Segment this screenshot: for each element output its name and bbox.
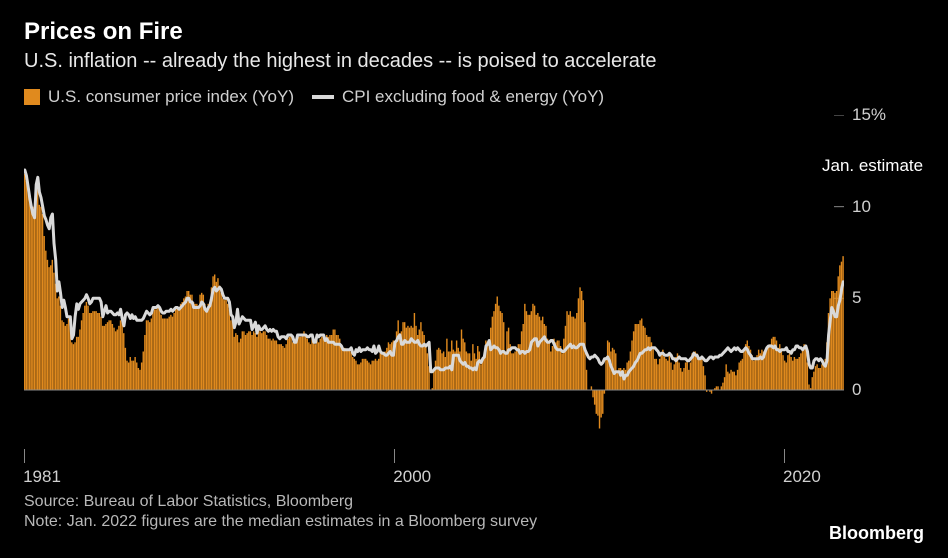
chart-card: Prices on Fire U.S. inflation -- already… [0, 0, 948, 558]
chart-plot: 051015%Jan. estimate [24, 115, 924, 445]
legend-swatch-line [312, 95, 334, 99]
brand-logo: Bloomberg [829, 523, 924, 544]
y-tick-label: 15% [852, 105, 886, 125]
legend-item-core: CPI excluding food & energy (YoY) [312, 87, 604, 107]
legend-swatch-bar [24, 89, 40, 105]
x-tick-label: 1981 [23, 467, 61, 487]
chart-subtitle: U.S. inflation -- already the highest in… [24, 50, 924, 73]
chart-svg [24, 115, 844, 445]
x-axis: 1981 2000 2020 [24, 449, 844, 491]
x-tick [394, 449, 395, 463]
legend: U.S. consumer price index (YoY) CPI excl… [24, 87, 924, 107]
chart-title: Prices on Fire [24, 18, 924, 46]
y-tick-label: 5 [852, 288, 861, 308]
y-tick-label: 0 [852, 380, 861, 400]
note-text: Note: Jan. 2022 figures are the median e… [24, 513, 924, 531]
legend-label-cpi: U.S. consumer price index (YoY) [48, 87, 294, 107]
x-tick-label: 2000 [393, 467, 431, 487]
legend-item-cpi: U.S. consumer price index (YoY) [24, 87, 294, 107]
y-tick-label: 10 [852, 197, 871, 217]
y-axis-labels: 051015%Jan. estimate [852, 115, 948, 445]
chart-footer: Source: Bureau of Labor Statistics, Bloo… [24, 493, 924, 531]
legend-label-core: CPI excluding food & energy (YoY) [342, 87, 604, 107]
x-tick [784, 449, 785, 463]
x-tick [24, 449, 25, 463]
x-tick-label: 2020 [783, 467, 821, 487]
source-text: Source: Bureau of Labor Statistics, Bloo… [24, 493, 924, 511]
